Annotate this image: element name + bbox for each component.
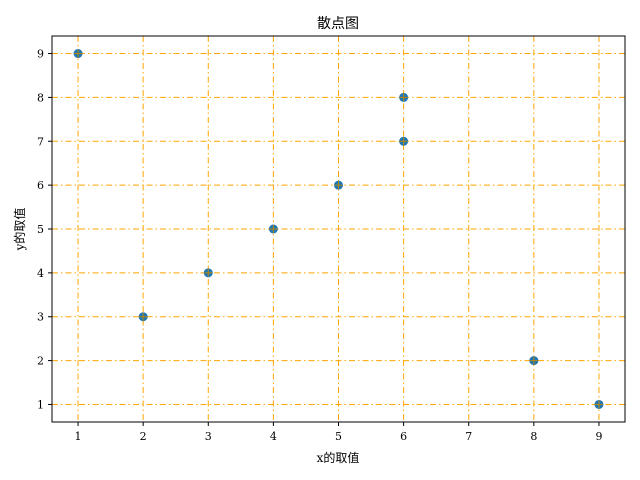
x-tick-label: 4 [270, 430, 277, 443]
x-tick-label: 7 [465, 430, 472, 443]
grid-lines [52, 36, 625, 422]
y-tick-label: 6 [37, 179, 44, 192]
x-tick-label: 9 [595, 430, 602, 443]
x-tick-label: 8 [530, 430, 537, 443]
y-tick-label: 7 [37, 135, 44, 148]
scatter-point [268, 224, 278, 234]
y-tick-label: 1 [37, 398, 44, 411]
scatter-point [529, 356, 539, 366]
scatter-point [138, 312, 148, 322]
x-tick-label: 3 [205, 430, 212, 443]
axis-ticks [48, 53, 600, 426]
plot-area-frame [51, 35, 626, 423]
data-points [73, 49, 604, 409]
chart-title: 散点图 [317, 16, 359, 32]
y-tick-label: 5 [37, 223, 44, 236]
scatter-point [594, 399, 604, 409]
x-tick-label: 1 [75, 430, 82, 443]
y-tick-label: 2 [37, 355, 44, 368]
scatter-point [399, 92, 409, 102]
y-tick-labels: 1 2 3 4 5 6 7 8 9 [37, 48, 44, 412]
y-tick-label: 9 [37, 48, 44, 61]
x-tick-label: 5 [335, 430, 342, 443]
y-tick-label: 4 [37, 267, 44, 280]
scatter-point [203, 268, 213, 278]
x-tick-label: 6 [400, 430, 407, 443]
y-tick-label: 8 [37, 91, 44, 104]
x-tick-labels: 1 2 3 4 5 6 7 8 9 [75, 430, 603, 443]
scatter-point [399, 136, 409, 146]
x-axis-label: x的取值 [317, 450, 360, 465]
scatter-point [334, 180, 343, 190]
x-tick-label: 2 [140, 430, 147, 443]
y-axis-label: y的取值 [12, 208, 27, 252]
y-tick-label: 3 [37, 311, 44, 324]
scatter-point [73, 49, 83, 59]
